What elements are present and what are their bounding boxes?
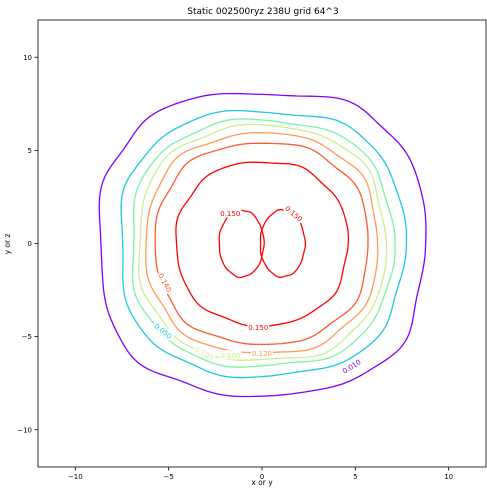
contour-label-bg-2 [156, 270, 175, 295]
plot-frame [37, 19, 487, 468]
contour-line-0_15-7 [218, 209, 265, 279]
contour-line-0_01-0 [98, 92, 427, 398]
y-tick-label: 10 [23, 54, 32, 62]
contour-label-bg-6 [151, 320, 175, 341]
tick-layer: −10 −5 0 5 10 −10 −5 0 5 10 [17, 54, 453, 481]
contour-line-0_15-6 [175, 161, 350, 328]
x-tick-label: −5 [164, 473, 174, 481]
x-tick-label: −10 [68, 473, 83, 481]
contour-line-0_12-4 [145, 132, 379, 354]
contour-label-bg-8 [339, 356, 364, 376]
contour-label-3: 0.150 [248, 324, 268, 332]
y-tick-label: 0 [28, 240, 32, 248]
x-tick-label: 10 [444, 473, 453, 481]
contour-label-bg-3 [247, 322, 270, 332]
contour-line-0_1-3 [138, 123, 388, 361]
contour-line-0_14-5 [154, 142, 369, 346]
x-axis-label: x or y [251, 478, 273, 487]
contour-label-bg-5 [192, 343, 217, 363]
contour-label-bg-0 [219, 208, 242, 218]
y-tick-label: 5 [28, 147, 32, 155]
chart-title: Static 002500ryz 238U grid 64^3 [187, 7, 338, 17]
contour-label-bg-1 [282, 202, 306, 224]
y-tick-label: −5 [22, 333, 32, 341]
contour-label-layer: 0.150 0.1500.1400.1500.1200.1000.0500.100… [151, 202, 364, 376]
x-tick-label: 0 [260, 473, 264, 481]
contour-layer [98, 92, 427, 398]
contour-label-7: 0.100 [220, 352, 240, 360]
x-tick-label: 5 [353, 473, 357, 481]
y-tick-label: −10 [17, 426, 32, 434]
y-axis-label: y or z [3, 234, 12, 255]
contour-label-0: 0.150 [220, 210, 240, 218]
contour-label-bg-7 [219, 350, 242, 360]
contour-label-4: 0.120 [252, 350, 272, 358]
contour-line-0_05-1 [120, 109, 408, 379]
contour-label-bg-4 [251, 348, 273, 358]
contour-line-0_08-2 [131, 118, 396, 368]
